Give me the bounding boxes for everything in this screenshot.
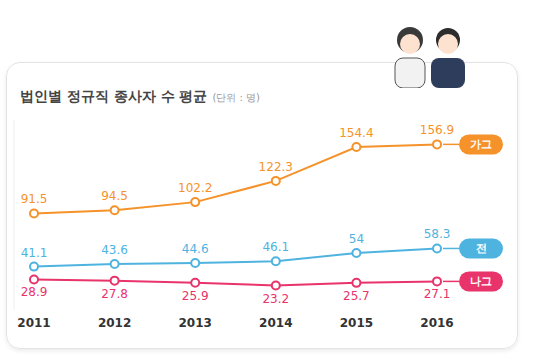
svg-text:나그: 나그 [470,275,492,288]
svg-text:44.6: 44.6 [182,242,209,256]
svg-text:2016: 2016 [420,316,453,330]
svg-text:28.9: 28.9 [21,285,48,299]
svg-text:156.9: 156.9 [420,123,454,137]
svg-text:25.9: 25.9 [182,289,209,303]
svg-text:58.3: 58.3 [424,227,451,241]
svg-text:전: 전 [476,242,487,255]
svg-text:27.8: 27.8 [101,287,128,301]
svg-text:27.1: 27.1 [424,287,451,301]
html-text:법인별 정규직 종사자 수 평균 (단위 : 명): 법인별 정규직 종사자 수 평균 (단위 : 명) [20,88,260,104]
svg-text:2015: 2015 [340,316,373,330]
svg-text:2013: 2013 [178,316,211,330]
svg-text:91.5: 91.5 [21,192,48,206]
svg-text:2012: 2012 [98,316,131,330]
svg-text:25.7: 25.7 [343,289,370,303]
svg-text:2011: 2011 [17,316,50,330]
svg-text:102.2: 102.2 [178,181,212,195]
svg-text:94.5: 94.5 [101,189,128,203]
svg-text:54: 54 [349,232,364,246]
svg-text:가그: 가그 [470,138,492,151]
svg-text:154.4: 154.4 [339,126,373,140]
svg-text:2014: 2014 [259,316,292,330]
svg-text:41.1: 41.1 [21,246,48,260]
svg-text:122.3: 122.3 [259,160,293,174]
svg-text:43.6: 43.6 [101,243,128,257]
svg-text:46.1: 46.1 [262,240,289,254]
svg-text:23.2: 23.2 [262,292,289,306]
